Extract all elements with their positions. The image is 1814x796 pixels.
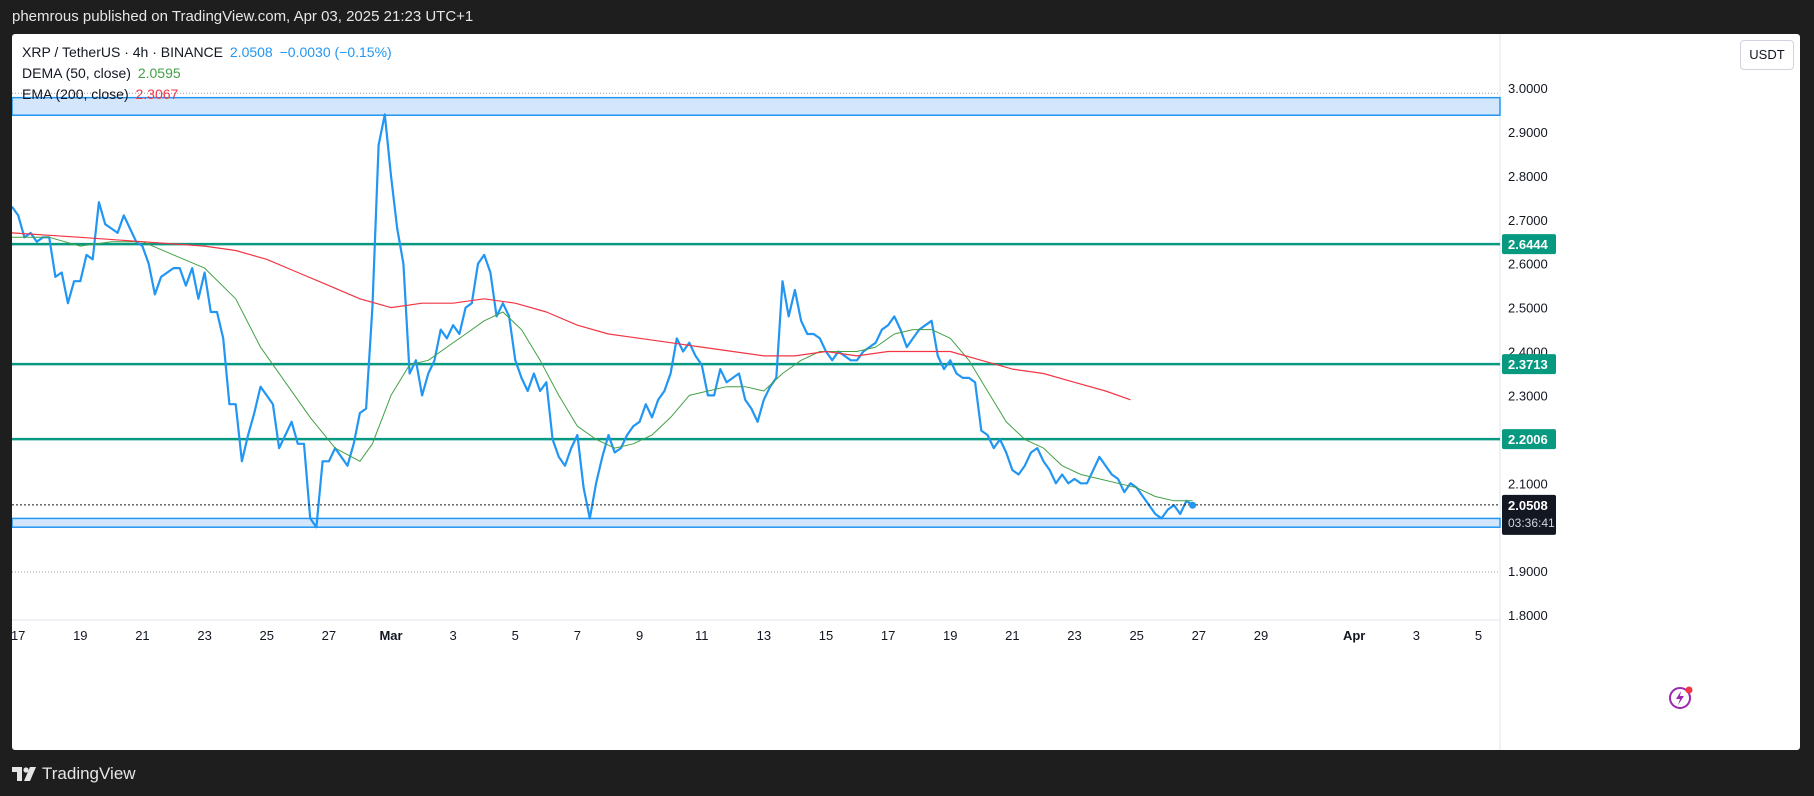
- last-price-marker: [1189, 501, 1197, 509]
- time-tick-label: 23: [1067, 628, 1081, 643]
- time-tick-label: 21: [1005, 628, 1019, 643]
- level-price-tag: [1502, 354, 1556, 375]
- time-tick-label: 3: [450, 628, 457, 643]
- currency-button[interactable]: USDT: [1740, 40, 1794, 70]
- publish-header: phemrous published on TradingView.com, A…: [0, 0, 1814, 34]
- footer-brand[interactable]: TradingView: [12, 758, 136, 790]
- dema-label: DEMA (50, close): [22, 65, 131, 81]
- brand-name: TradingView: [42, 764, 136, 783]
- chart-canvas[interactable]: 3.00002.90002.80002.70002.60002.50002.40…: [12, 34, 1800, 750]
- time-tick-label: 5: [512, 628, 519, 643]
- ema-legend-row[interactable]: EMA (200, close) 2.3067: [22, 84, 395, 105]
- chart-legend: XRP / TetherUS · 4h · BINANCE 2.0508 −0.…: [22, 42, 395, 105]
- symbol-line: XRP / TetherUS · 4h · BINANCE: [22, 44, 223, 60]
- ema-label: EMA (200, close): [22, 86, 129, 102]
- price-tick-label: 1.8000: [1508, 608, 1548, 623]
- time-tick-label: 23: [197, 628, 211, 643]
- time-tick-label: 27: [1192, 628, 1206, 643]
- support-resistance-zone[interactable]: [12, 96, 1501, 116]
- publish-line: phemrous published on TradingView.com, A…: [12, 8, 474, 25]
- time-tick-label: 17: [881, 628, 895, 643]
- time-tick-label: 13: [757, 628, 771, 643]
- time-tick-label: 11: [695, 628, 709, 643]
- time-tick-label: 19: [943, 628, 957, 643]
- price-tick-label: 2.3000: [1508, 388, 1548, 403]
- dema-legend-row[interactable]: DEMA (50, close) 2.0595: [22, 63, 395, 84]
- price-line[interactable]: [12, 113, 1194, 529]
- price-tick-label: 2.8000: [1508, 169, 1548, 184]
- ema-line[interactable]: [12, 232, 1131, 401]
- flash-icon[interactable]: [1668, 684, 1694, 710]
- time-tick-label: 17: [12, 628, 25, 643]
- bar-countdown: 03:36:41: [1508, 516, 1555, 530]
- price-tick-label: 1.9000: [1508, 564, 1548, 579]
- level-price-label: 2.2006: [1508, 432, 1548, 447]
- time-tick-label: 3: [1413, 628, 1420, 643]
- ema-value: 2.3067: [135, 86, 179, 102]
- level-price-tag: [1502, 429, 1556, 450]
- time-tick-label: 19: [73, 628, 87, 643]
- level-price-label: 2.3713: [1508, 357, 1548, 372]
- tradingview-logo-icon: [12, 767, 36, 781]
- time-tick-label: Mar: [379, 628, 402, 643]
- time-tick-label: 5: [1475, 628, 1482, 643]
- time-tick-label: Apr: [1343, 628, 1365, 643]
- price-tick-label: 2.9000: [1508, 125, 1548, 140]
- time-tick-label: 9: [636, 628, 643, 643]
- dema-line[interactable]: [12, 236, 1193, 502]
- time-tick-label: 27: [322, 628, 336, 643]
- time-tick-label: 15: [819, 628, 833, 643]
- time-tick-label: 25: [259, 628, 273, 643]
- price-change: −0.0030 (−0.15%): [279, 44, 392, 60]
- level-price-label: 2.6444: [1508, 237, 1549, 252]
- price-tick-label: 3.0000: [1508, 81, 1548, 96]
- level-price-tag: [1502, 234, 1556, 255]
- time-tick-label: 29: [1254, 628, 1268, 643]
- symbol-legend-row[interactable]: XRP / TetherUS · 4h · BINANCE 2.0508 −0.…: [22, 42, 395, 63]
- current-price-label: 2.0508: [1508, 498, 1548, 513]
- time-tick-label: 21: [135, 628, 149, 643]
- price-tick-label: 2.5000: [1508, 301, 1548, 316]
- price-tick-label: 2.6000: [1508, 257, 1548, 272]
- current-price-tag: [1502, 494, 1556, 535]
- time-tick-label: 7: [574, 628, 581, 643]
- time-tick-label: 25: [1129, 628, 1143, 643]
- price-tick-label: 2.1000: [1508, 476, 1548, 491]
- chart-frame[interactable]: 3.0000 2.9000 2.8000 2.7000 2.6000 2.5000 2.40…: [12, 34, 1800, 750]
- support-resistance-zone[interactable]: [12, 517, 1501, 528]
- last-price: 2.0508: [229, 44, 273, 60]
- dema-value: 2.0595: [137, 65, 181, 81]
- price-tick-label: 2.7000: [1508, 213, 1548, 228]
